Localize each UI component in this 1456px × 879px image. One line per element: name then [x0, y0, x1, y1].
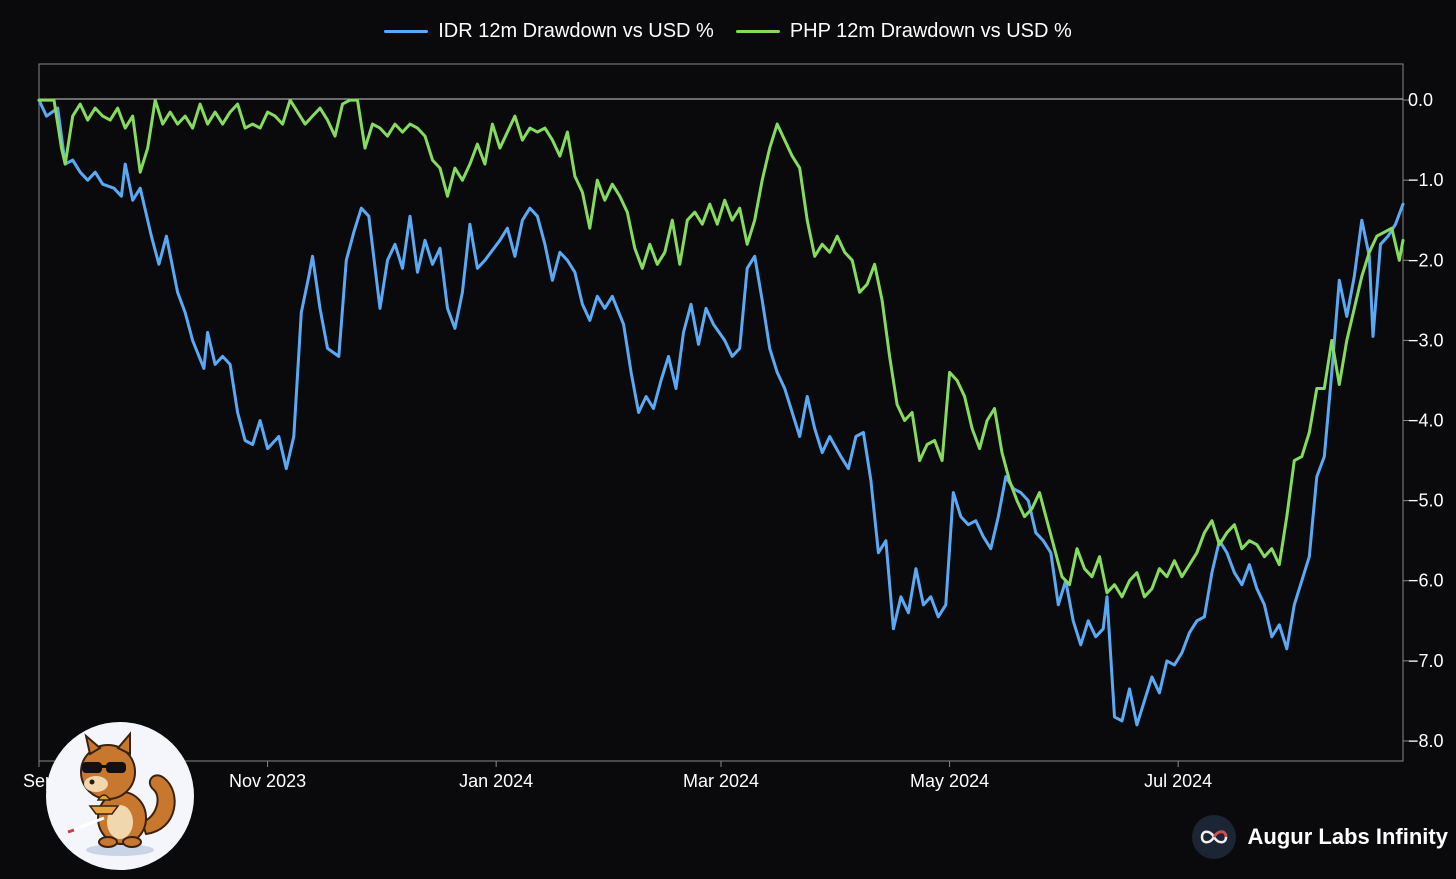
php-swatch — [735, 30, 780, 33]
y-tick-label: −7.0 — [1408, 651, 1444, 671]
idr-swatch — [384, 30, 429, 33]
y-tick-label: −1.0 — [1408, 170, 1444, 190]
squirrel-sunglasses-icon — [67, 731, 176, 856]
x-tick-label: Jan 2024 — [459, 771, 533, 791]
y-tick-label: 0.0 — [1408, 90, 1433, 110]
series-line-php — [37, 98, 1405, 599]
y-tick-label: −4.0 — [1408, 411, 1444, 431]
brand-name: Augur Labs Infinity — [1247, 824, 1448, 849]
x-tick-label: May 2024 — [910, 771, 989, 791]
y-tick-label: −8.0 — [1408, 731, 1444, 751]
legend: IDR 12m Drawdown vs USD % PHP 12m Drawdo… — [0, 20, 1456, 43]
x-tick-label: Jul 2024 — [1144, 771, 1212, 791]
legend-item-idr[interactable]: IDR 12m Drawdown vs USD % — [384, 20, 714, 43]
series-layer — [37, 98, 1405, 727]
legend-label-php: PHP 12m Drawdown vs USD % — [789, 20, 1072, 42]
y-axis: 0.0 −1.0 −2.0 −3.0 −4.0 −5.0 −6.0 −7.0 −8.0 — [1403, 90, 1444, 751]
y-tick-label: −3.0 — [1408, 330, 1444, 350]
series-line-idr — [37, 98, 1405, 727]
plot-frame — [38, 63, 1404, 762]
y-tick-label: −2.0 — [1408, 250, 1444, 270]
brand: Augur Labs Infinity — [1191, 815, 1448, 859]
x-tick-label: Nov 2023 — [229, 771, 306, 791]
legend-label-idr: IDR 12m Drawdown vs USD % — [438, 20, 714, 42]
infinity-icon — [1191, 815, 1236, 859]
mascot-avatar — [46, 722, 194, 870]
x-axis: Sep Nov 2023 Jan 2024 Mar 2024 May 2024 Jul 2… — [23, 761, 1212, 791]
y-tick-label: −6.0 — [1408, 571, 1444, 591]
x-tick-label: Mar 2024 — [683, 771, 759, 791]
y-tick-label: −5.0 — [1408, 491, 1444, 511]
legend-item-php[interactable]: PHP 12m Drawdown vs USD % — [735, 20, 1072, 43]
